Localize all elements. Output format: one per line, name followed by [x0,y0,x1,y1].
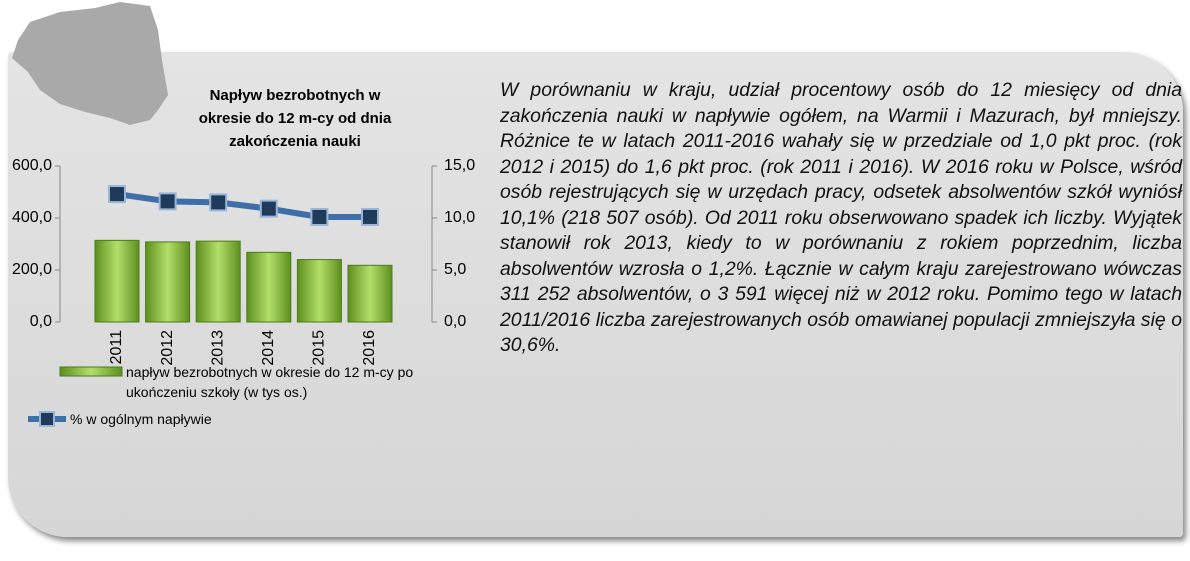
x-tick-label: 2014 [260,330,277,366]
y-tick-label: 600,0 [12,157,52,174]
y2-tick-label: 15,0 [444,157,475,174]
bar [145,241,191,323]
legend-label: % w ogólnym napływie [70,411,212,427]
y-tick-label: 200,0 [12,261,52,278]
line-marker [310,207,329,226]
line [116,191,370,220]
legend-swatch [39,411,55,427]
x-tick-label: 2013 [209,330,226,366]
legend-swatch [59,366,123,377]
line-marker [361,207,379,226]
line-marker [259,199,278,218]
y-tick-label: 0,0 [30,313,52,330]
legend-label: napływ bezrobotnych w okresie do 12 m-cy… [126,364,414,400]
y2-tick-label: 10,0 [444,209,475,226]
y2-tick-label: 5,0 [444,261,466,278]
bar [296,259,342,323]
bar [94,239,140,323]
map-silhouette [12,2,168,125]
bar [347,264,393,323]
line-marker [108,185,126,204]
y2-tick-label: 0,0 [444,313,466,330]
bar [246,251,292,323]
chart-title: Napływ bezrobotnych w okresie do 12 m-cy… [198,87,392,150]
line-marker [209,193,228,212]
x-tick-label: 2015 [311,330,328,366]
line-marker [158,192,177,211]
paragraph: W porównaniu w kraju, udział procentowy … [500,79,1182,356]
x-tick-label: 2011 [108,330,125,365]
x-tick-label: 2012 [159,330,176,366]
bar [195,240,241,323]
y-tick-label: 400,0 [12,209,52,226]
x-tick-label: 2016 [361,330,378,366]
